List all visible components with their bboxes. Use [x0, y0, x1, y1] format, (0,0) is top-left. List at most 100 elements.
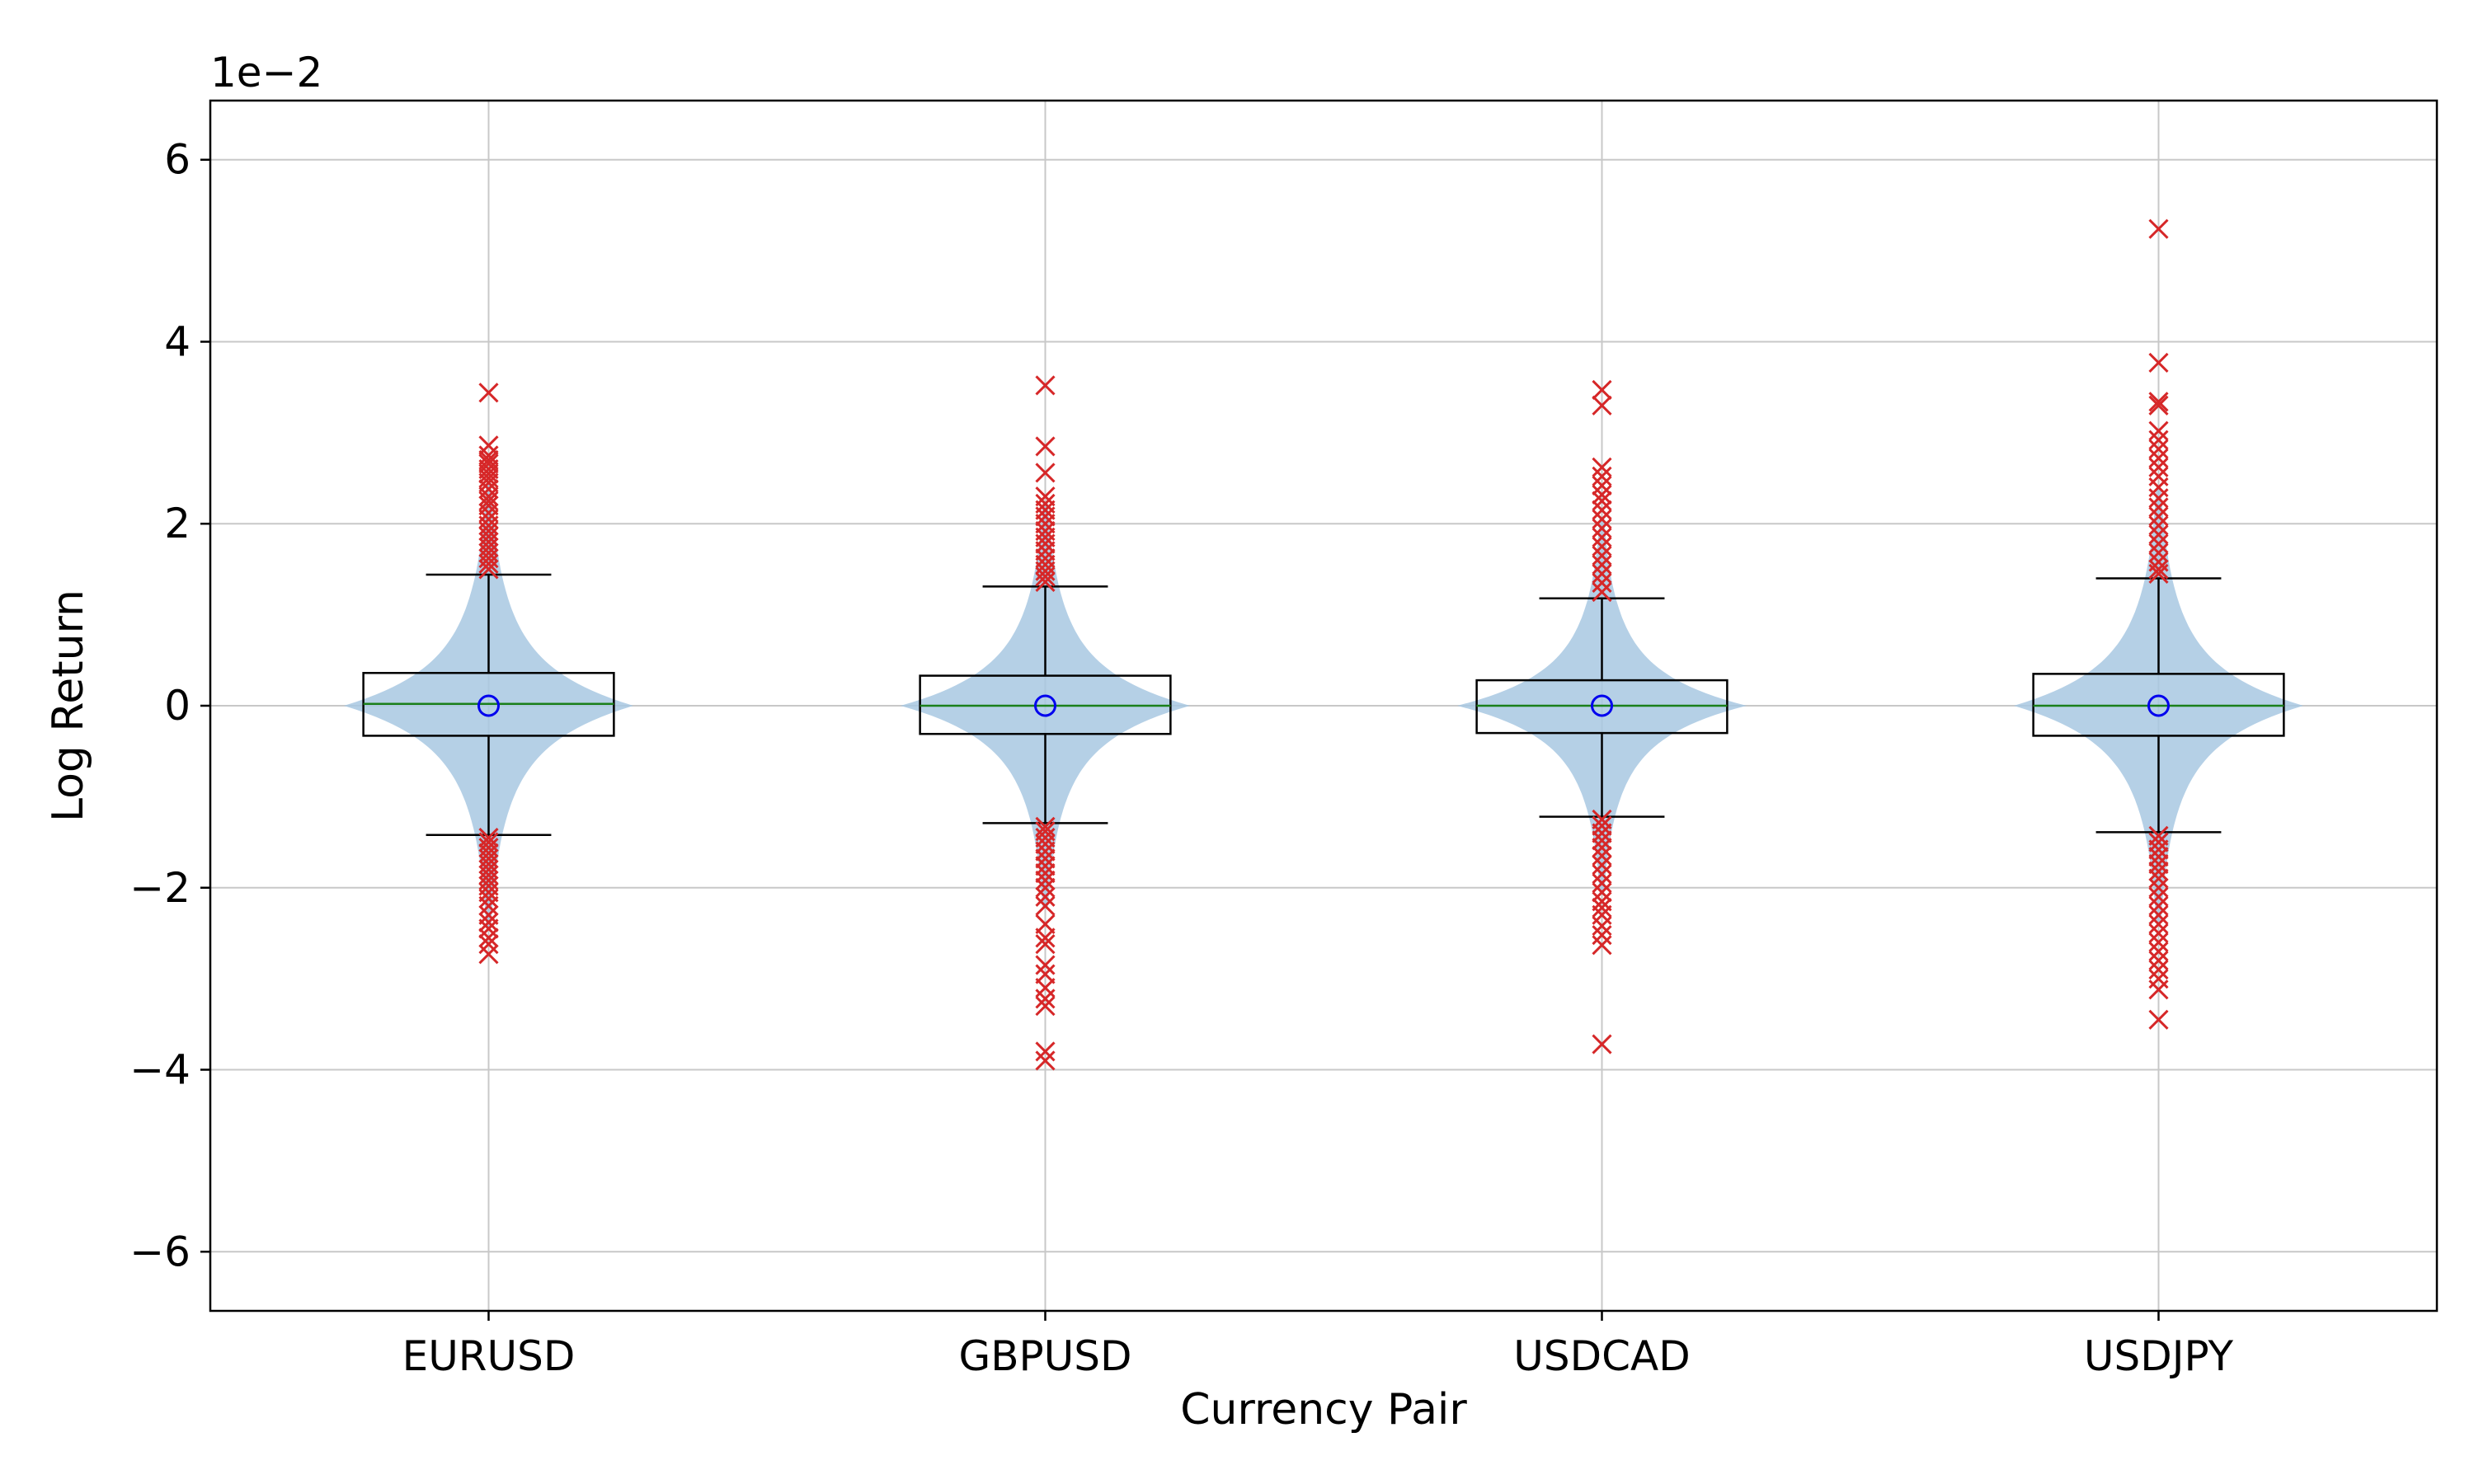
outlier-stroke: [1592, 379, 1612, 401]
outlier-stroke: [478, 463, 499, 484]
outlier-point: [1035, 571, 1056, 592]
outlier-point: [478, 435, 499, 456]
outlier-point: [1035, 856, 1056, 876]
outlier-stroke: [1592, 873, 1612, 894]
outlier-stroke: [1035, 934, 1056, 955]
mean-marker: [2147, 694, 2170, 717]
outlier-point: [1035, 989, 1056, 1009]
outlier-point: [1592, 484, 1612, 505]
outlier-point: [1035, 841, 1056, 862]
outlier-stroke: [1592, 846, 1612, 866]
outlier-point: [478, 559, 499, 580]
outlier-stroke: [2148, 392, 2169, 412]
violin-eurusd: [344, 482, 633, 929]
outlier-stroke: [478, 383, 499, 403]
outlier-stroke: [1035, 566, 1056, 587]
outlier-point: [1592, 500, 1612, 520]
outlier-stroke: [2148, 533, 2169, 554]
outlier-stroke: [1592, 897, 1612, 918]
outlier-stroke: [1035, 863, 1056, 884]
outlier-stroke: [2148, 941, 2169, 962]
outlier-stroke: [1592, 554, 1612, 575]
x-tick-label: USDJPY: [2084, 1332, 2234, 1380]
outlier-stroke: [478, 912, 499, 932]
outlier-stroke: [2148, 923, 2169, 944]
outlier-point: [1592, 916, 1612, 937]
outlier-stroke: [2148, 913, 2169, 934]
outlier-stroke: [1592, 536, 1612, 556]
y-tick-label: −2: [129, 864, 190, 912]
outlier-point: [1592, 846, 1612, 866]
outlier-stroke: [2148, 420, 2169, 441]
outlier-point: [2148, 904, 2169, 925]
outlier-point: [1592, 935, 1612, 956]
outlier-stroke: [1592, 935, 1612, 956]
mean-marker: [1034, 694, 1056, 717]
outlier-point: [1592, 1034, 1612, 1054]
outlier-point: [1035, 533, 1056, 554]
outlier-point: [1592, 823, 1612, 843]
outlier-stroke: [2148, 524, 2169, 545]
outlier-point: [1035, 436, 1056, 457]
outlier-stroke: [1592, 563, 1612, 585]
outlier-stroke: [2148, 439, 2169, 459]
outlier-stroke: [1592, 491, 1612, 511]
outlier-stroke: [2148, 448, 2169, 468]
outlier-stroke: [1592, 457, 1612, 477]
outlier-stroke: [2148, 506, 2169, 527]
outlier-stroke: [1035, 996, 1056, 1017]
outlier-stroke: [1592, 925, 1612, 946]
mean-marker: [1591, 694, 1613, 717]
outlier-stroke: [2148, 868, 2169, 889]
outlier-stroke: [1592, 882, 1612, 903]
outlier-stroke: [478, 827, 499, 848]
outlier-point: [478, 928, 499, 948]
outlier-point: [2148, 979, 2169, 1000]
outlier-stroke: [1592, 518, 1612, 538]
outlier-point: [2148, 524, 2169, 545]
outlier-point: [1035, 506, 1056, 527]
outlier-point: [1035, 928, 1056, 948]
outlier-stroke: [478, 559, 499, 580]
outlier-point: [2148, 559, 2169, 580]
outlier-stroke: [1592, 815, 1612, 836]
outlier-stroke: [2148, 430, 2169, 450]
outlier-point: [1592, 536, 1612, 556]
x-axis-ticks: EURUSD GBPUSD USDCAD USDJPY: [402, 1311, 2234, 1380]
outlier-point: [2148, 1009, 2169, 1030]
outlier-point: [2148, 515, 2169, 536]
outlier-point: [2148, 533, 2169, 554]
outlier-point: [478, 463, 499, 484]
outlier-point: [478, 912, 499, 932]
outlier-stroke: [1035, 856, 1056, 876]
outlier-stroke: [1035, 928, 1056, 948]
outlier-stroke: [1035, 834, 1056, 854]
outlier-point: [2148, 877, 2169, 898]
outlier-stroke: [2148, 1009, 2169, 1030]
outlier-stroke: [2148, 886, 2169, 907]
y-tick-label: −4: [129, 1046, 190, 1094]
outlier-point: [1035, 848, 1056, 869]
outlier-stroke: [478, 553, 499, 574]
box-plots: [362, 573, 2285, 836]
outlier-point: [2148, 218, 2169, 239]
y-axis-ticks: −6 −4 −2 0 2 4 6: [129, 136, 210, 1275]
outlier-point: [2148, 392, 2169, 412]
outlier-stroke: [1592, 838, 1612, 858]
outlier-stroke: [2148, 497, 2169, 518]
outlier-stroke: [2148, 542, 2169, 563]
outlier-point: [478, 934, 499, 955]
outlier-stroke: [1035, 533, 1056, 554]
outlier-point: [2148, 839, 2169, 860]
outlier-stroke: [2148, 559, 2169, 580]
outlier-stroke: [1035, 1050, 1056, 1071]
outlier-stroke: [1035, 463, 1056, 483]
outlier-point: [478, 895, 499, 916]
y-tick-label: 0: [164, 682, 190, 730]
outlier-point: [1035, 895, 1056, 916]
outlier-point: [2148, 457, 2169, 477]
outlier-stroke: [1035, 877, 1056, 898]
outlier-stroke: [478, 934, 499, 955]
outlier-stroke: [2148, 352, 2169, 373]
outlier-stroke: [1035, 895, 1056, 916]
